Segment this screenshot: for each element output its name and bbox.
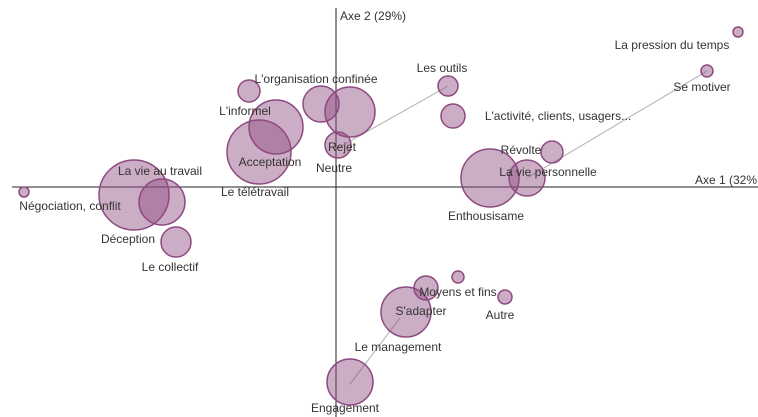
point-label: La vie personnelle <box>499 165 597 179</box>
bubble <box>700 64 714 78</box>
point-label: Déception <box>101 232 155 246</box>
point-label: La pression du temps <box>615 38 730 52</box>
point-label: Négociation, conflit <box>19 199 121 213</box>
bubble <box>160 226 192 258</box>
bubble <box>326 358 374 406</box>
point-label: La vie au travail <box>118 164 202 178</box>
point-label: L'informel <box>219 104 271 118</box>
bubble <box>732 26 744 38</box>
bubble <box>302 85 340 123</box>
bubble <box>451 270 465 284</box>
point-label: Enthousisame <box>448 209 524 223</box>
bubble <box>18 186 30 198</box>
bubble <box>440 103 466 129</box>
connector <box>349 317 401 385</box>
point-label: L'activité, clients, usagers... <box>485 109 631 123</box>
point-label: L'organisation confinée <box>254 72 377 86</box>
point-label: Rejet <box>328 140 357 154</box>
bubbles <box>18 26 744 406</box>
y-axis-label: Axe 2 (29%) <box>340 9 406 23</box>
bubble <box>540 140 564 164</box>
point-label: Le collectif <box>142 260 199 274</box>
bubble <box>138 178 186 226</box>
point-label: Neutre <box>316 161 352 175</box>
point-label: Le télétravail <box>221 185 289 199</box>
bubble <box>324 131 352 159</box>
point-label: Les outils <box>417 61 468 75</box>
x-axis-label: Axe 1 (32% <box>695 173 757 187</box>
bubble <box>380 286 432 338</box>
bubble <box>324 86 376 138</box>
bubble <box>460 148 520 208</box>
bubble <box>226 119 292 185</box>
point-label: Révolte <box>501 143 542 157</box>
bubble <box>497 289 513 305</box>
point-label: Moyens et fins <box>419 285 496 299</box>
point-label: Acceptation <box>239 155 302 169</box>
bubble <box>437 75 459 97</box>
bubble <box>237 79 261 103</box>
point-label: Autre <box>486 308 515 322</box>
point-label: Engagement <box>311 401 380 415</box>
bubble <box>98 159 170 231</box>
point-label: Le management <box>355 340 442 354</box>
point-label: Se motiver <box>673 80 730 94</box>
connector <box>337 85 449 149</box>
axes <box>12 8 758 417</box>
labels: La pression du temps Se motiver Les outils… <box>19 38 730 415</box>
point-label: S'adapter <box>396 304 447 318</box>
connectors <box>337 70 708 385</box>
connector <box>526 70 708 179</box>
